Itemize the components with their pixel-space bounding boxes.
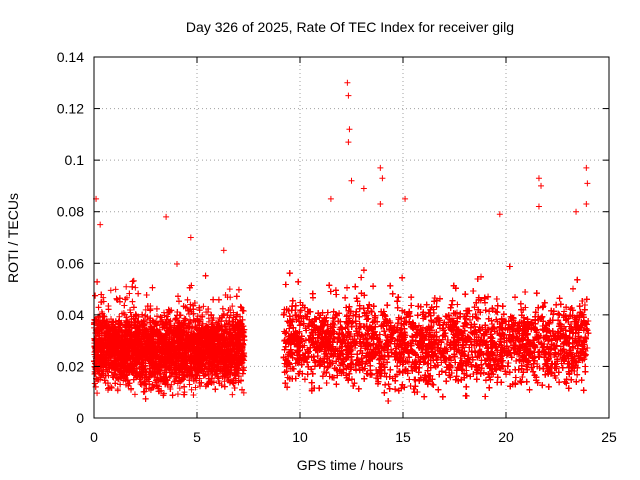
data-point (132, 284, 139, 291)
data-point (153, 305, 160, 312)
data-point (113, 295, 120, 302)
data-point (154, 313, 161, 320)
data-point (129, 298, 136, 305)
data-point (219, 305, 226, 312)
data-point (100, 294, 107, 301)
data-point (123, 283, 130, 290)
data-point (188, 386, 195, 393)
data-point (95, 304, 102, 311)
data-point (226, 286, 233, 293)
data-point (173, 260, 180, 267)
data-points (91, 79, 592, 404)
data-point (174, 391, 181, 398)
data-point (221, 310, 228, 317)
chart-title: Day 326 of 2025, Rate Of TEC Index for r… (186, 19, 514, 35)
data-point (221, 378, 228, 385)
data-point (131, 391, 138, 398)
data-point (94, 390, 101, 397)
data-point (130, 277, 137, 284)
data-point (229, 391, 236, 398)
data-point (229, 303, 236, 310)
data-point (112, 286, 119, 293)
data-point (197, 383, 204, 390)
data-point (107, 287, 114, 294)
data-point (129, 278, 136, 285)
data-point (235, 286, 242, 293)
data-point (200, 303, 207, 310)
data-point (114, 387, 121, 394)
data-point (118, 310, 125, 317)
data-point (240, 389, 247, 396)
